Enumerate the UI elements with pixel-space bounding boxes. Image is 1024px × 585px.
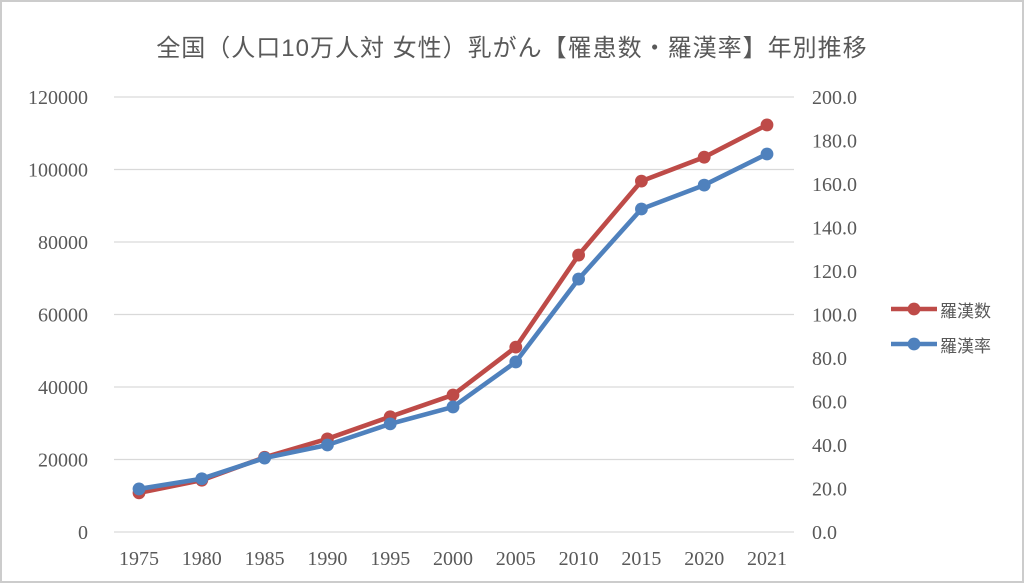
right-axis-tick-label: 20.0 — [812, 479, 847, 501]
legend-item-incidence-rate: 羅漢率 — [890, 333, 991, 356]
data-point-incidence-count — [572, 248, 585, 262]
data-point-incidence-rate — [258, 451, 271, 465]
right-axis-tick-label: 140.0 — [812, 218, 857, 240]
data-point-incidence-rate — [572, 272, 585, 286]
data-point-incidence-rate — [132, 482, 146, 496]
left-axis-tick-label: 60000 — [38, 305, 88, 327]
data-point-incidence-count — [697, 150, 711, 164]
x-axis-tick-label: 2000 — [433, 548, 473, 570]
data-point-incidence-rate — [635, 202, 648, 216]
data-point-incidence-count — [760, 118, 774, 132]
data-point-incidence-count — [635, 174, 648, 188]
legend-label: 羅漢数 — [940, 301, 991, 321]
data-point-incidence-count — [509, 340, 523, 354]
x-axis-tick-label: 1980 — [182, 548, 222, 570]
data-point-incidence-rate — [760, 147, 774, 161]
left-axis-tick-label: 80000 — [38, 232, 88, 254]
x-axis-tick-label: 2005 — [496, 548, 536, 570]
data-point-incidence-rate — [321, 438, 334, 452]
x-axis-tick-label: 1975 — [119, 548, 159, 570]
left-axis-tick-label: 100000 — [28, 160, 88, 182]
right-axis-tick-label: 80.0 — [812, 348, 847, 370]
right-axis-tick-label: 200.0 — [812, 87, 857, 109]
left-axis-tick-label: 120000 — [28, 87, 88, 109]
x-axis-tick-label: 1990 — [307, 548, 347, 570]
x-axis-tick-label: 2010 — [559, 548, 599, 570]
data-point-incidence-rate — [383, 417, 397, 431]
series-line-incidence-rate — [136, 151, 770, 492]
right-axis-tick-label: 40.0 — [812, 435, 847, 457]
right-axis-tick-label: 100.0 — [812, 305, 857, 327]
x-axis-tick-label: 2021 — [747, 548, 787, 570]
data-point-incidence-rate — [195, 472, 209, 486]
x-axis-tick-label: 1985 — [245, 548, 285, 570]
right-axis-tick-label: 120.0 — [812, 261, 857, 283]
data-point-incidence-rate — [446, 400, 460, 414]
legend-item-incidence-count: 羅漢数 — [890, 298, 991, 321]
right-axis-tick-label: 0.0 — [812, 522, 837, 544]
legend-label: 羅漢率 — [940, 336, 991, 356]
data-point-incidence-count — [446, 388, 460, 402]
left-axis-tick-label: 20000 — [38, 450, 88, 472]
chart-legend: 羅漢数 羅漢率 — [890, 298, 991, 356]
legend-marker-icon — [891, 302, 937, 316]
data-point-incidence-rate — [509, 355, 523, 369]
data-point-incidence-rate — [697, 178, 711, 192]
series-line-incidence-count — [136, 122, 770, 496]
right-axis-tick-label: 160.0 — [812, 174, 857, 196]
left-axis-tick-label: 40000 — [38, 377, 88, 399]
right-axis-tick-label: 180.0 — [812, 131, 857, 153]
right-axis-tick-label: 60.0 — [812, 392, 847, 414]
x-axis-tick-label: 2015 — [621, 548, 661, 570]
x-axis-tick-label: 1995 — [370, 548, 410, 570]
x-axis-tick-label: 2020 — [684, 548, 724, 570]
legend-marker-dot — [907, 337, 921, 351]
legend-marker-icon — [891, 337, 937, 351]
legend-marker-dot — [907, 302, 921, 316]
left-axis-tick-label: 0 — [78, 522, 88, 544]
chart-title: 全国（人口10万人対 女性）乳がん【罹患数・羅漢率】年別推移 — [156, 35, 868, 62]
